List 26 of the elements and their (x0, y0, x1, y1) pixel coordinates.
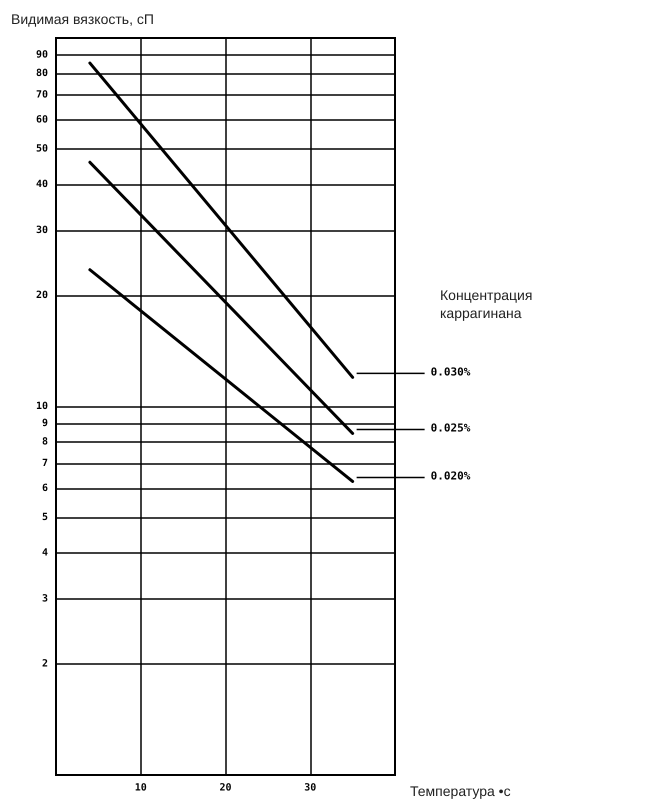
y-tick-label: 40 (36, 179, 48, 190)
x-tick-label: 30 (304, 782, 316, 794)
text: 0.030% (430, 365, 471, 378)
y-tick-label: 3 (42, 594, 48, 605)
y-tick-label: 6 (42, 482, 48, 494)
y-tick-label: 30 (36, 225, 48, 236)
y-tick-label: 50 (36, 143, 48, 154)
x-tick-label: 10 (134, 782, 147, 794)
y-tick-label: 60 (36, 114, 48, 126)
legend-title: Концентрация каррагинана (440, 287, 536, 321)
y-axis-title: Видимая вязкость, сП (11, 11, 154, 27)
y-tick-label: 9 (42, 418, 48, 429)
x-axis-title: Температура •c (410, 783, 511, 799)
y-tick-label: 20 (36, 290, 48, 302)
y-tick-label: 5 (42, 512, 48, 523)
y-tick-label: 90 (36, 49, 48, 60)
y-tick-label: 70 (36, 90, 48, 101)
y-tick-label: 7 (42, 458, 48, 470)
text: 0.025% (430, 421, 471, 434)
y-tick-label: 2 (42, 658, 48, 670)
y-tick-label: 10 (36, 401, 48, 412)
y-tick-label: 4 (42, 548, 48, 559)
x-tick-label: 20 (219, 782, 232, 794)
y-tick-label: 80 (36, 68, 48, 80)
y-tick-label: 8 (42, 436, 48, 448)
text: 0.020% (430, 469, 471, 482)
